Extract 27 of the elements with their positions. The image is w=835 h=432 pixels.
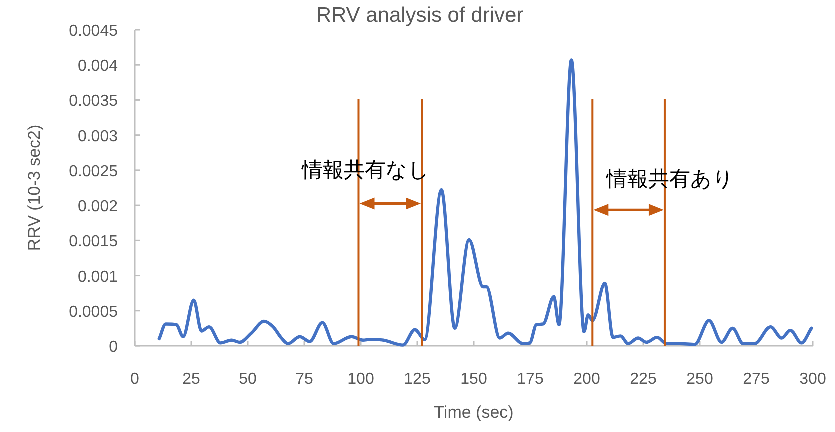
y-tick-label: 0.0035: [69, 93, 118, 110]
x-tick-label: 25: [182, 371, 200, 388]
line-series: [158, 58, 814, 347]
x-tick-label: 275: [743, 371, 770, 388]
y-tick-label: 0.0045: [69, 23, 118, 40]
x-tick-label: 75: [296, 371, 314, 388]
x-tick-label: 125: [404, 371, 431, 388]
y-tick-label: 0.001: [78, 268, 118, 286]
y-tick-label: 0.004: [78, 58, 118, 76]
x-tick-label: 175: [517, 371, 544, 388]
x-tick-label: 300: [800, 371, 826, 388]
x-axis-title: Time (sec): [434, 403, 514, 422]
x-tick-label: 50: [239, 371, 257, 388]
y-tick-label: 0.002: [78, 198, 118, 216]
x-tick-label: 0: [130, 371, 140, 388]
y-tick-label: 0.0015: [69, 234, 118, 251]
y-tick-label: 0.0025: [69, 163, 118, 180]
x-tick-label: 200: [574, 371, 600, 388]
x-tick-label: 150: [460, 371, 488, 388]
x-tick-label: 225: [630, 371, 657, 388]
chart-title: RRV analysis of driver: [316, 4, 524, 27]
y-axis-title: RRV (10-3 sec2): [25, 124, 44, 252]
x-tick-label: 100: [348, 371, 374, 388]
y-tick-label: 0.0005: [69, 304, 118, 321]
y-tick-label: 0.003: [78, 128, 118, 146]
y-tick-label: 0: [109, 339, 118, 356]
x-tick-label: 250: [686, 371, 714, 388]
